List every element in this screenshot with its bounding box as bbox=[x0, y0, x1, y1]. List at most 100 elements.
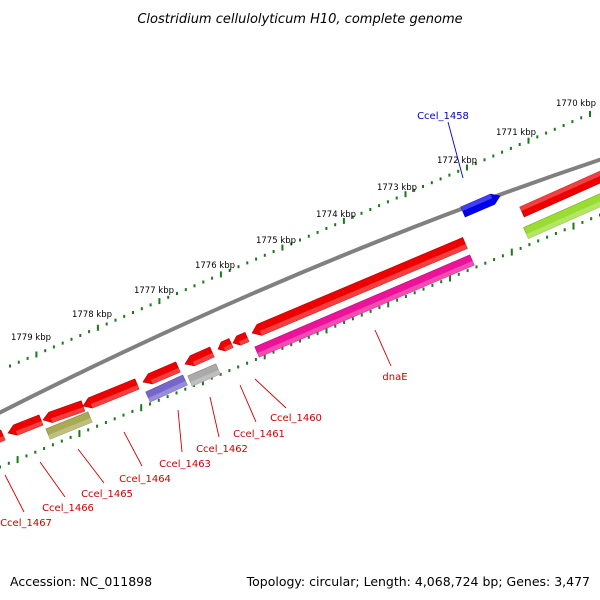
scale-dot bbox=[246, 261, 249, 265]
scale-dot bbox=[25, 454, 28, 458]
gene-label-Ccel_1466[interactable]: Ccel_1466 bbox=[42, 503, 94, 514]
scale-dot bbox=[70, 337, 73, 341]
gene-unlabeled-red[interactable] bbox=[519, 170, 600, 218]
scale-dot bbox=[563, 228, 566, 232]
scale-dots-outer bbox=[9, 111, 591, 368]
scale-dot bbox=[430, 181, 433, 185]
gene-Ccel_1467[interactable] bbox=[7, 414, 44, 436]
scale-dot bbox=[184, 288, 187, 292]
map-title: Clostridium cellulolyticum H10, complete… bbox=[137, 12, 462, 27]
gene-Ccel_1466-highlight bbox=[50, 407, 85, 423]
scale-dot bbox=[272, 350, 275, 354]
gene-Ccel_1465[interactable] bbox=[45, 411, 93, 440]
accession-text: Accession: NC_011898 bbox=[10, 574, 152, 589]
scale-dot bbox=[518, 143, 521, 146]
callout-line-Ccel_1461 bbox=[239, 384, 257, 423]
gene-label-Ccel_1467[interactable]: Ccel_1467 bbox=[0, 518, 52, 529]
gene-partial-highlight bbox=[0, 436, 6, 443]
scale-dot bbox=[483, 158, 486, 162]
scale-dot bbox=[69, 435, 72, 439]
scale-dot bbox=[378, 306, 381, 310]
gene-features bbox=[0, 170, 600, 443]
gene-label-Ccel_1463[interactable]: Ccel_1463 bbox=[159, 459, 211, 470]
gene-Ccel_1462[interactable] bbox=[187, 363, 221, 387]
tick-label: 1779 kbp bbox=[11, 333, 51, 343]
scale-dot bbox=[562, 124, 565, 127]
scale-dot bbox=[466, 164, 468, 171]
gene-label-Ccel_1464[interactable]: Ccel_1464 bbox=[119, 474, 171, 485]
scale-dot bbox=[211, 276, 214, 280]
scale-dot bbox=[422, 287, 425, 291]
scale-dot bbox=[52, 345, 55, 349]
gene-unlabeled-green[interactable] bbox=[523, 193, 600, 239]
scale-dot bbox=[474, 162, 477, 166]
tick-label: 1772 kbp bbox=[437, 156, 477, 166]
scale-dot bbox=[210, 376, 213, 380]
callout-line-Ccel_1466 bbox=[39, 461, 66, 498]
gene-callouts: Ccel_1458 dnaE Ccel_1460 Ccel_1461 Ccel_1462… bbox=[0, 111, 469, 529]
scale-dot bbox=[546, 235, 549, 239]
gene-label-dnaE[interactable]: dnaE bbox=[382, 372, 407, 383]
scale-dot bbox=[554, 232, 557, 235]
gene-Ccel_1465-highlight bbox=[48, 418, 93, 440]
scale-dot bbox=[16, 456, 19, 464]
gene-unlabeled-green-highlight bbox=[526, 201, 600, 239]
callout-line-Ccel_1467 bbox=[4, 474, 25, 513]
scale-dot bbox=[281, 346, 284, 350]
gene-label-Ccel_1461[interactable]: Ccel_1461 bbox=[233, 429, 285, 440]
scale-dot bbox=[536, 135, 539, 139]
callout-line-Ccel_1463 bbox=[177, 409, 183, 453]
gene-Ccel_1458[interactable] bbox=[460, 193, 501, 218]
scale-dot bbox=[131, 409, 134, 413]
gene-partial[interactable] bbox=[0, 429, 6, 443]
scale-dot bbox=[553, 127, 556, 131]
scale-dot bbox=[448, 173, 451, 177]
gene-Ccel_1464b[interactable] bbox=[142, 361, 181, 385]
scale-dot bbox=[572, 222, 575, 230]
gene-Ccel_1464a[interactable] bbox=[184, 346, 215, 367]
scale-dot bbox=[580, 116, 583, 120]
gene-label-Ccel_1458[interactable]: Ccel_1458 bbox=[417, 111, 469, 122]
scale-dot bbox=[26, 356, 29, 360]
tick-label: 1775 kbp bbox=[256, 236, 296, 246]
gene-Ccel_1461[interactable] bbox=[232, 332, 250, 346]
scale-dot bbox=[219, 372, 222, 376]
scale-dot bbox=[334, 223, 337, 227]
scale-dot bbox=[404, 295, 407, 298]
scale-dot bbox=[193, 284, 196, 288]
scale-dot bbox=[166, 395, 169, 399]
genome-backbone bbox=[0, 157, 600, 415]
gene-Ccel_1466[interactable] bbox=[42, 400, 86, 423]
gene-Ccel_1463[interactable] bbox=[145, 374, 188, 403]
gene-Ccel_1464[interactable] bbox=[82, 378, 140, 409]
scale-dot bbox=[184, 387, 187, 391]
scale-dot bbox=[386, 200, 389, 204]
scale-dot bbox=[228, 269, 231, 272]
gene-label-Ccel_1465[interactable]: Ccel_1465 bbox=[81, 489, 133, 500]
scale-dot bbox=[7, 461, 10, 465]
scale-dot bbox=[219, 271, 222, 278]
scale-dot bbox=[140, 307, 143, 311]
scale-dot bbox=[528, 243, 531, 247]
scale-dot bbox=[590, 217, 593, 221]
scale-dots-inner bbox=[0, 213, 600, 469]
gene-Ccel_1460[interactable] bbox=[251, 237, 468, 336]
scale-dot bbox=[157, 398, 160, 402]
gene-Ccel_1461b[interactable] bbox=[217, 338, 234, 352]
scale-dot bbox=[325, 326, 328, 334]
scale-dot bbox=[449, 274, 451, 282]
scale-dot bbox=[140, 404, 143, 412]
gene-dnaE[interactable] bbox=[254, 254, 475, 358]
gene-Ccel_1458-highlight bbox=[460, 194, 493, 211]
gene-label-Ccel_1462[interactable]: Ccel_1462 bbox=[196, 444, 248, 455]
scale-dot bbox=[176, 292, 178, 295]
scale-dot bbox=[254, 358, 257, 361]
scale-dot bbox=[484, 261, 487, 265]
scale-dot bbox=[396, 298, 399, 302]
scale-dot bbox=[34, 450, 37, 454]
gene-label-Ccel_1460[interactable]: Ccel_1460 bbox=[270, 413, 322, 424]
tick-labels: 1770 kbp 1771 kbp 1772 kbp 1773 kbp 1774 kbp… bbox=[11, 99, 596, 343]
scale-dot bbox=[545, 131, 548, 135]
scale-dot bbox=[202, 280, 205, 284]
scale-dot bbox=[263, 352, 266, 360]
